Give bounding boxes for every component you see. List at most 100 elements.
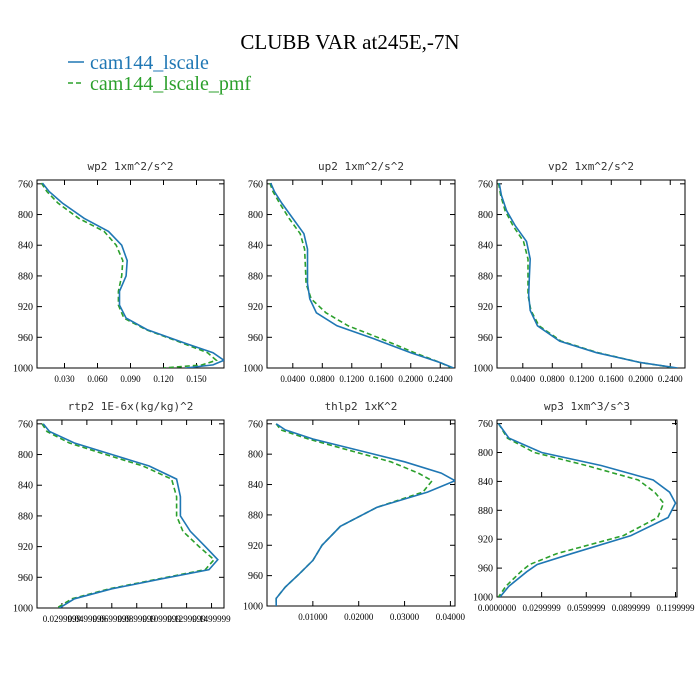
y-tick-label: 1000	[243, 364, 263, 375]
series-line-lscale	[498, 182, 678, 368]
y-tick-label: 840	[18, 481, 33, 492]
subplot-grid: wp2 1xm^2/s^2 760 800 840 880 920 960 1000 0.030…	[13, 160, 695, 624]
y-tick-label: 840	[478, 477, 493, 488]
x-tick-label: 0.01000	[298, 612, 328, 622]
x-tick-label: 0.2000	[398, 374, 423, 384]
plot-frame	[36, 419, 225, 609]
series-line-lscale	[269, 182, 454, 368]
y-tick-label: 880	[248, 271, 263, 282]
x-tick-label: 0.0000000	[478, 603, 517, 613]
x-tick-label: 0.030	[54, 374, 75, 384]
plot-frame	[496, 419, 678, 598]
series-line-lscale-pmf	[40, 182, 218, 368]
x-tick-label: 0.150	[186, 374, 207, 384]
y-tick-label: 800	[18, 450, 33, 461]
y-tick-label: 960	[18, 573, 33, 584]
legend: cam144_lscale cam144_lscale_pmf	[68, 52, 251, 95]
subplot-title: thlp2 1xK^2	[325, 400, 398, 413]
subplot-title: wp2 1xm^2/s^2	[87, 160, 173, 173]
y-tick-label: 840	[478, 241, 493, 252]
y-tick-label: 760	[478, 419, 493, 430]
x-tick-label: 0.0400	[510, 374, 535, 384]
x-tick-label: 0.0299999	[523, 603, 562, 613]
x-tick-label: 0.0800	[310, 374, 335, 384]
subplot-6: wp3 1xm^3/s^3 760 800 840 880 920 960 10000.000…	[473, 400, 695, 613]
x-tick-label: 0.0800	[540, 374, 565, 384]
x-tick-label: 0.0699999	[93, 614, 132, 624]
subplot-title: wp3 1xm^3/s^3	[544, 400, 630, 413]
y-tick-label: 760	[18, 419, 33, 430]
x-tick-label: 0.0899999	[612, 603, 651, 613]
x-tick-label: 0.04000	[436, 612, 466, 622]
y-tick-label: 1000	[13, 604, 33, 615]
x-tick-label: 0.0899999	[118, 614, 157, 624]
y-tick-label: 920	[18, 542, 33, 553]
legend-label-lscale-pmf: cam144_lscale_pmf	[90, 73, 251, 95]
x-tick-label: 0.120	[153, 374, 174, 384]
y-tick-label: 760	[478, 179, 493, 190]
subplot-title: rtp2 1E-6x(kg/kg)^2	[68, 400, 194, 413]
y-tick-label: 800	[478, 210, 493, 221]
series-line-lscale	[275, 423, 455, 606]
y-tick-label: 920	[248, 541, 263, 552]
subplot-5: thlp2 1xK^2 760 800 840 880 920 960 1000 0.01000…	[243, 400, 466, 622]
plot-frame	[266, 179, 456, 369]
x-tick-label: 0.0599999	[567, 603, 606, 613]
subplot-3: vp2 1xm^2/s^2 760 800 840 880 920 960 1000 0.040…	[473, 160, 686, 384]
series-line-lscale-pmf	[269, 182, 453, 368]
series-line-lscale-pmf	[41, 423, 216, 608]
legend-label-lscale: cam144_lscale	[90, 52, 209, 74]
y-tick-label: 920	[248, 302, 263, 313]
x-tick-label: 0.03000	[390, 612, 420, 622]
y-tick-label: 880	[18, 271, 33, 282]
y-tick-label: 880	[478, 271, 493, 282]
x-tick-label: 0.1299999	[167, 614, 206, 624]
series-line-lscale	[41, 182, 224, 368]
y-tick-label: 760	[18, 179, 33, 190]
y-tick-label: 960	[248, 571, 263, 582]
series-line-lscale-pmf	[497, 182, 677, 368]
y-tick-label: 840	[248, 241, 263, 252]
y-tick-label: 760	[248, 179, 263, 190]
y-tick-label: 1000	[243, 602, 263, 613]
figure-title: CLUBB VAR at245E,-7N	[240, 30, 459, 54]
y-tick-label: 800	[248, 210, 263, 221]
x-tick-label: 0.2000	[628, 374, 653, 384]
y-tick-label: 880	[18, 511, 33, 522]
x-tick-label: 0.1600	[369, 374, 394, 384]
series-line-lscale	[42, 423, 219, 608]
x-tick-label: 0.2400	[428, 374, 453, 384]
y-tick-label: 840	[248, 480, 263, 491]
subplot-title: up2 1xm^2/s^2	[318, 160, 404, 173]
x-tick-label: 0.0299999	[43, 614, 82, 624]
x-tick-label: 0.1199999	[657, 603, 695, 613]
x-tick-label: 0.0400	[280, 374, 305, 384]
x-tick-label: 0.0499999	[68, 614, 107, 624]
series-line-lscale-pmf	[497, 423, 665, 597]
y-tick-label: 960	[478, 564, 493, 575]
series-line-lscale	[497, 423, 677, 597]
y-tick-label: 960	[18, 333, 33, 344]
y-tick-label: 1000	[13, 364, 33, 375]
subplot-title: vp2 1xm^2/s^2	[548, 160, 634, 173]
subplot-1: wp2 1xm^2/s^2 760 800 840 880 920 960 1000 0.030…	[13, 160, 225, 384]
x-tick-label: 0.1200	[569, 374, 594, 384]
y-tick-label: 800	[18, 210, 33, 221]
y-tick-label: 760	[248, 419, 263, 430]
series-line-lscale-pmf	[275, 423, 434, 606]
plot-frame	[496, 179, 686, 369]
x-tick-label: 0.1200	[339, 374, 364, 384]
y-tick-label: 920	[478, 535, 493, 546]
y-tick-label: 880	[248, 510, 263, 521]
x-tick-label: 0.060	[87, 374, 108, 384]
y-tick-label: 840	[18, 241, 33, 252]
y-tick-label: 960	[248, 333, 263, 344]
x-tick-label: 0.1600	[599, 374, 624, 384]
subplot-4: rtp2 1E-6x(kg/kg)^2 760 800 840 880 920 960 100…	[13, 400, 231, 624]
plot-frame	[266, 419, 456, 607]
y-tick-label: 920	[478, 302, 493, 313]
y-tick-label: 960	[478, 333, 493, 344]
x-tick-label: 0.1499999	[192, 614, 231, 624]
y-tick-label: 1000	[473, 593, 493, 604]
